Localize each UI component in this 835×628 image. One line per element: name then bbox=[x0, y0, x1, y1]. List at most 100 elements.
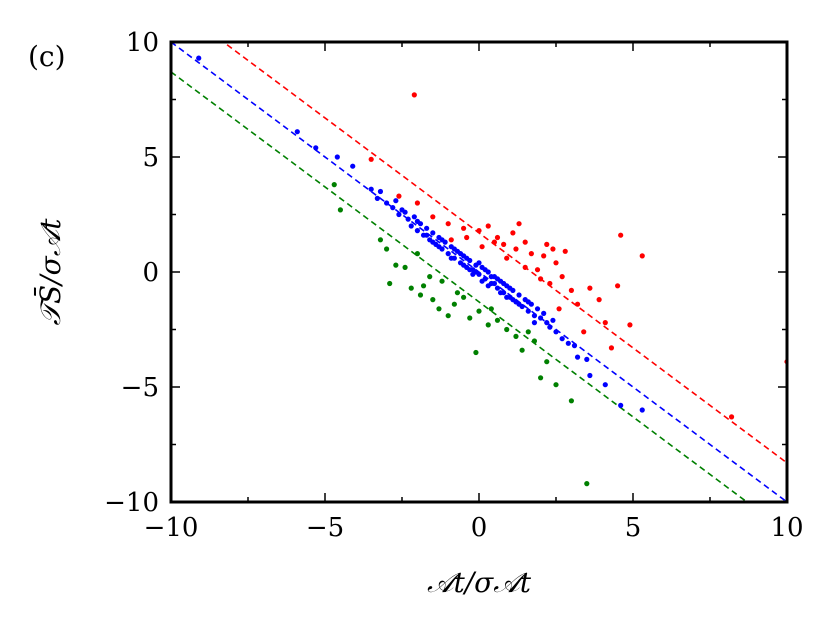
data-point-s2-18 bbox=[562, 248, 568, 254]
data-point-s1-55 bbox=[531, 313, 538, 319]
data-point-s1-79 bbox=[507, 285, 513, 291]
data-point-s1-15 bbox=[408, 223, 414, 229]
data-point-s1-58 bbox=[541, 310, 547, 316]
data-point-s2-28 bbox=[602, 320, 608, 326]
data-point-s2-23 bbox=[587, 285, 593, 291]
data-point-s2-36 bbox=[464, 234, 470, 241]
data-point-s1-20 bbox=[424, 225, 430, 231]
y-axis-label: 𝒯S̄/σ𝒜t bbox=[33, 218, 67, 326]
panel-label: (c) bbox=[28, 40, 66, 73]
data-point-s1-93 bbox=[497, 290, 504, 296]
data-point-s1-88 bbox=[451, 246, 457, 252]
data-point-s3-22 bbox=[553, 382, 559, 388]
data-point-s2-14 bbox=[513, 246, 519, 252]
data-point-s1-68 bbox=[602, 382, 608, 388]
data-point-s1-78 bbox=[448, 255, 454, 261]
data-point-s3-19 bbox=[531, 338, 538, 344]
data-point-s3-10 bbox=[445, 313, 451, 319]
data-point-s3-16 bbox=[494, 317, 501, 323]
data-point-s3-20 bbox=[544, 359, 550, 365]
data-point-s2-15 bbox=[528, 251, 534, 257]
data-point-s1-75 bbox=[457, 251, 464, 257]
data-point-s3-35 bbox=[488, 306, 494, 312]
data-point-s3-1 bbox=[331, 182, 337, 188]
data-point-s1-1 bbox=[196, 55, 202, 61]
data-point-s2-22 bbox=[568, 287, 575, 293]
data-point-s2-21 bbox=[547, 280, 553, 287]
data-point-s1-77 bbox=[501, 280, 507, 287]
data-point-s2-4 bbox=[414, 200, 420, 206]
x-tick-label: 0 bbox=[471, 513, 488, 543]
data-point-s1-3 bbox=[313, 145, 319, 151]
data-point-s1-95 bbox=[525, 299, 531, 305]
data-point-s2-2 bbox=[368, 156, 374, 162]
data-point-s1-2 bbox=[294, 129, 300, 135]
data-point-s2-10 bbox=[494, 234, 501, 241]
y-tick-label: 5 bbox=[142, 143, 159, 173]
data-points bbox=[196, 55, 787, 502]
axis-ticks: −10 −5 0 5 10 −10 −5 0 5 10 bbox=[104, 28, 803, 543]
data-point-s3-28 bbox=[377, 237, 384, 243]
data-point-s1-9 bbox=[384, 200, 390, 206]
x-axis-label: 𝒜t/σ𝒜t bbox=[427, 566, 532, 599]
data-point-s1-53 bbox=[525, 308, 531, 314]
x-tick-label: 10 bbox=[770, 513, 803, 543]
data-point-s3-13 bbox=[467, 315, 473, 321]
data-point-s1-96 bbox=[424, 232, 430, 238]
data-point-s3-33 bbox=[387, 280, 393, 287]
data-point-s1-63 bbox=[565, 340, 571, 346]
data-point-s1-60 bbox=[547, 324, 553, 330]
data-point-s1-10 bbox=[390, 205, 396, 211]
data-point-s2-40 bbox=[627, 322, 633, 328]
data-point-s3-34 bbox=[417, 292, 424, 298]
data-point-s1-92 bbox=[436, 244, 442, 250]
data-point-s1-8 bbox=[377, 188, 384, 195]
data-point-s2-20 bbox=[559, 274, 565, 280]
data-point-s1-94 bbox=[473, 269, 479, 275]
data-point-s3-15 bbox=[485, 322, 491, 328]
data-point-s1-84 bbox=[464, 255, 470, 261]
data-point-s1-12 bbox=[396, 211, 402, 218]
data-point-s3-8 bbox=[430, 297, 436, 303]
data-point-s2-24 bbox=[596, 297, 602, 303]
data-point-s3-3 bbox=[384, 246, 390, 252]
data-point-s1-27 bbox=[445, 251, 451, 257]
data-point-s2-7 bbox=[461, 225, 467, 231]
data-point-s2-11 bbox=[510, 230, 516, 236]
reference-lines bbox=[171, 42, 787, 502]
data-point-s2-38 bbox=[534, 267, 541, 273]
data-point-s3-26 bbox=[427, 274, 433, 280]
data-point-s2-37 bbox=[448, 237, 454, 243]
data-point-s3-25 bbox=[473, 349, 479, 356]
y-tick-label: 0 bbox=[142, 258, 159, 288]
data-point-s1-83 bbox=[491, 280, 497, 287]
data-point-s1-64 bbox=[571, 343, 578, 349]
data-point-s1-5 bbox=[350, 163, 356, 169]
data-point-s1-99 bbox=[531, 320, 538, 326]
data-point-s1-4 bbox=[334, 154, 340, 160]
data-point-s3-11 bbox=[451, 301, 457, 307]
data-point-s1-90 bbox=[479, 278, 485, 284]
data-point-s3-17 bbox=[513, 333, 519, 339]
data-point-s3-27 bbox=[402, 264, 408, 270]
data-point-s1-57 bbox=[538, 315, 544, 321]
data-point-s3-7 bbox=[420, 283, 427, 289]
data-point-s2-17 bbox=[553, 260, 559, 266]
data-point-s3-29 bbox=[436, 306, 442, 312]
data-point-s3-5 bbox=[408, 285, 414, 291]
data-point-s2-45 bbox=[479, 244, 485, 250]
y-tick-label: −5 bbox=[121, 373, 159, 403]
data-point-s1-85 bbox=[510, 297, 516, 303]
data-point-s2-30 bbox=[581, 329, 587, 335]
data-point-s3-21 bbox=[538, 375, 544, 381]
data-point-s1-91 bbox=[516, 301, 522, 307]
data-point-s1-7 bbox=[374, 195, 380, 201]
data-point-s1-6 bbox=[368, 186, 374, 192]
data-point-s2-44 bbox=[544, 241, 550, 247]
data-point-s1-76 bbox=[494, 276, 501, 282]
data-point-s2-32 bbox=[538, 276, 544, 282]
data-point-s3-32 bbox=[525, 329, 531, 335]
data-point-s2-19 bbox=[550, 246, 556, 252]
data-point-s1-50 bbox=[516, 292, 522, 298]
